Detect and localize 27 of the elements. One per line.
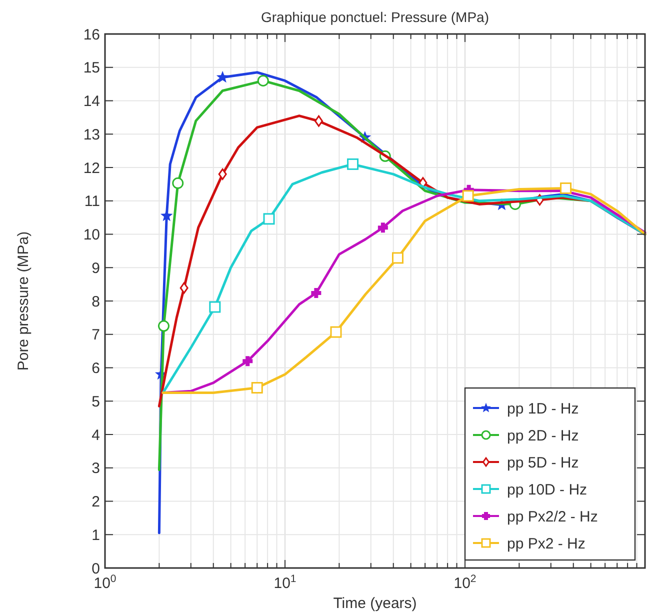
legend-label: pp Px2/2 - Hz — [507, 508, 598, 526]
legend-label: pp 5D - Hz — [507, 454, 579, 472]
y-tick-label: 5 — [92, 393, 100, 410]
legend-label: pp Px2 - Hz — [507, 535, 586, 552]
legend-label: pp 10D - Hz — [507, 481, 588, 498]
y-tick-label: 16 — [83, 26, 100, 44]
y-tick-label: 9 — [92, 260, 100, 277]
y-tick-label: 6 — [92, 360, 100, 377]
y-tick-label: 12 — [83, 160, 100, 177]
legend-label: pp 2D - Hz — [507, 427, 579, 444]
y-axis-title: Pore pressure (MPa) — [15, 231, 32, 371]
y-tick-label: 14 — [83, 93, 100, 110]
y-tick-label: 1 — [92, 526, 100, 544]
x-tick-label: 10$^{1}$ — [274, 573, 296, 592]
y-tick-label: 13 — [83, 126, 100, 144]
y-tick-label: 4 — [92, 426, 100, 444]
y-tick-label: 7 — [92, 326, 100, 344]
chart-title: Graphique ponctuel: Pressure (MPa) — [261, 9, 489, 25]
y-tick-label: 15 — [83, 60, 100, 77]
legend-label: pp 1D - Hz — [507, 400, 579, 418]
x-tick-label: 10$^{2}$ — [454, 573, 476, 592]
y-tick-label: 11 — [84, 193, 100, 210]
y-tick-label: 2 — [92, 494, 100, 510]
y-tick-label: 10 — [83, 226, 100, 244]
y-tick-label: 8 — [92, 293, 100, 310]
x-axis-title: Time (years) — [333, 595, 417, 612]
y-tick-label: 3 — [92, 460, 100, 478]
